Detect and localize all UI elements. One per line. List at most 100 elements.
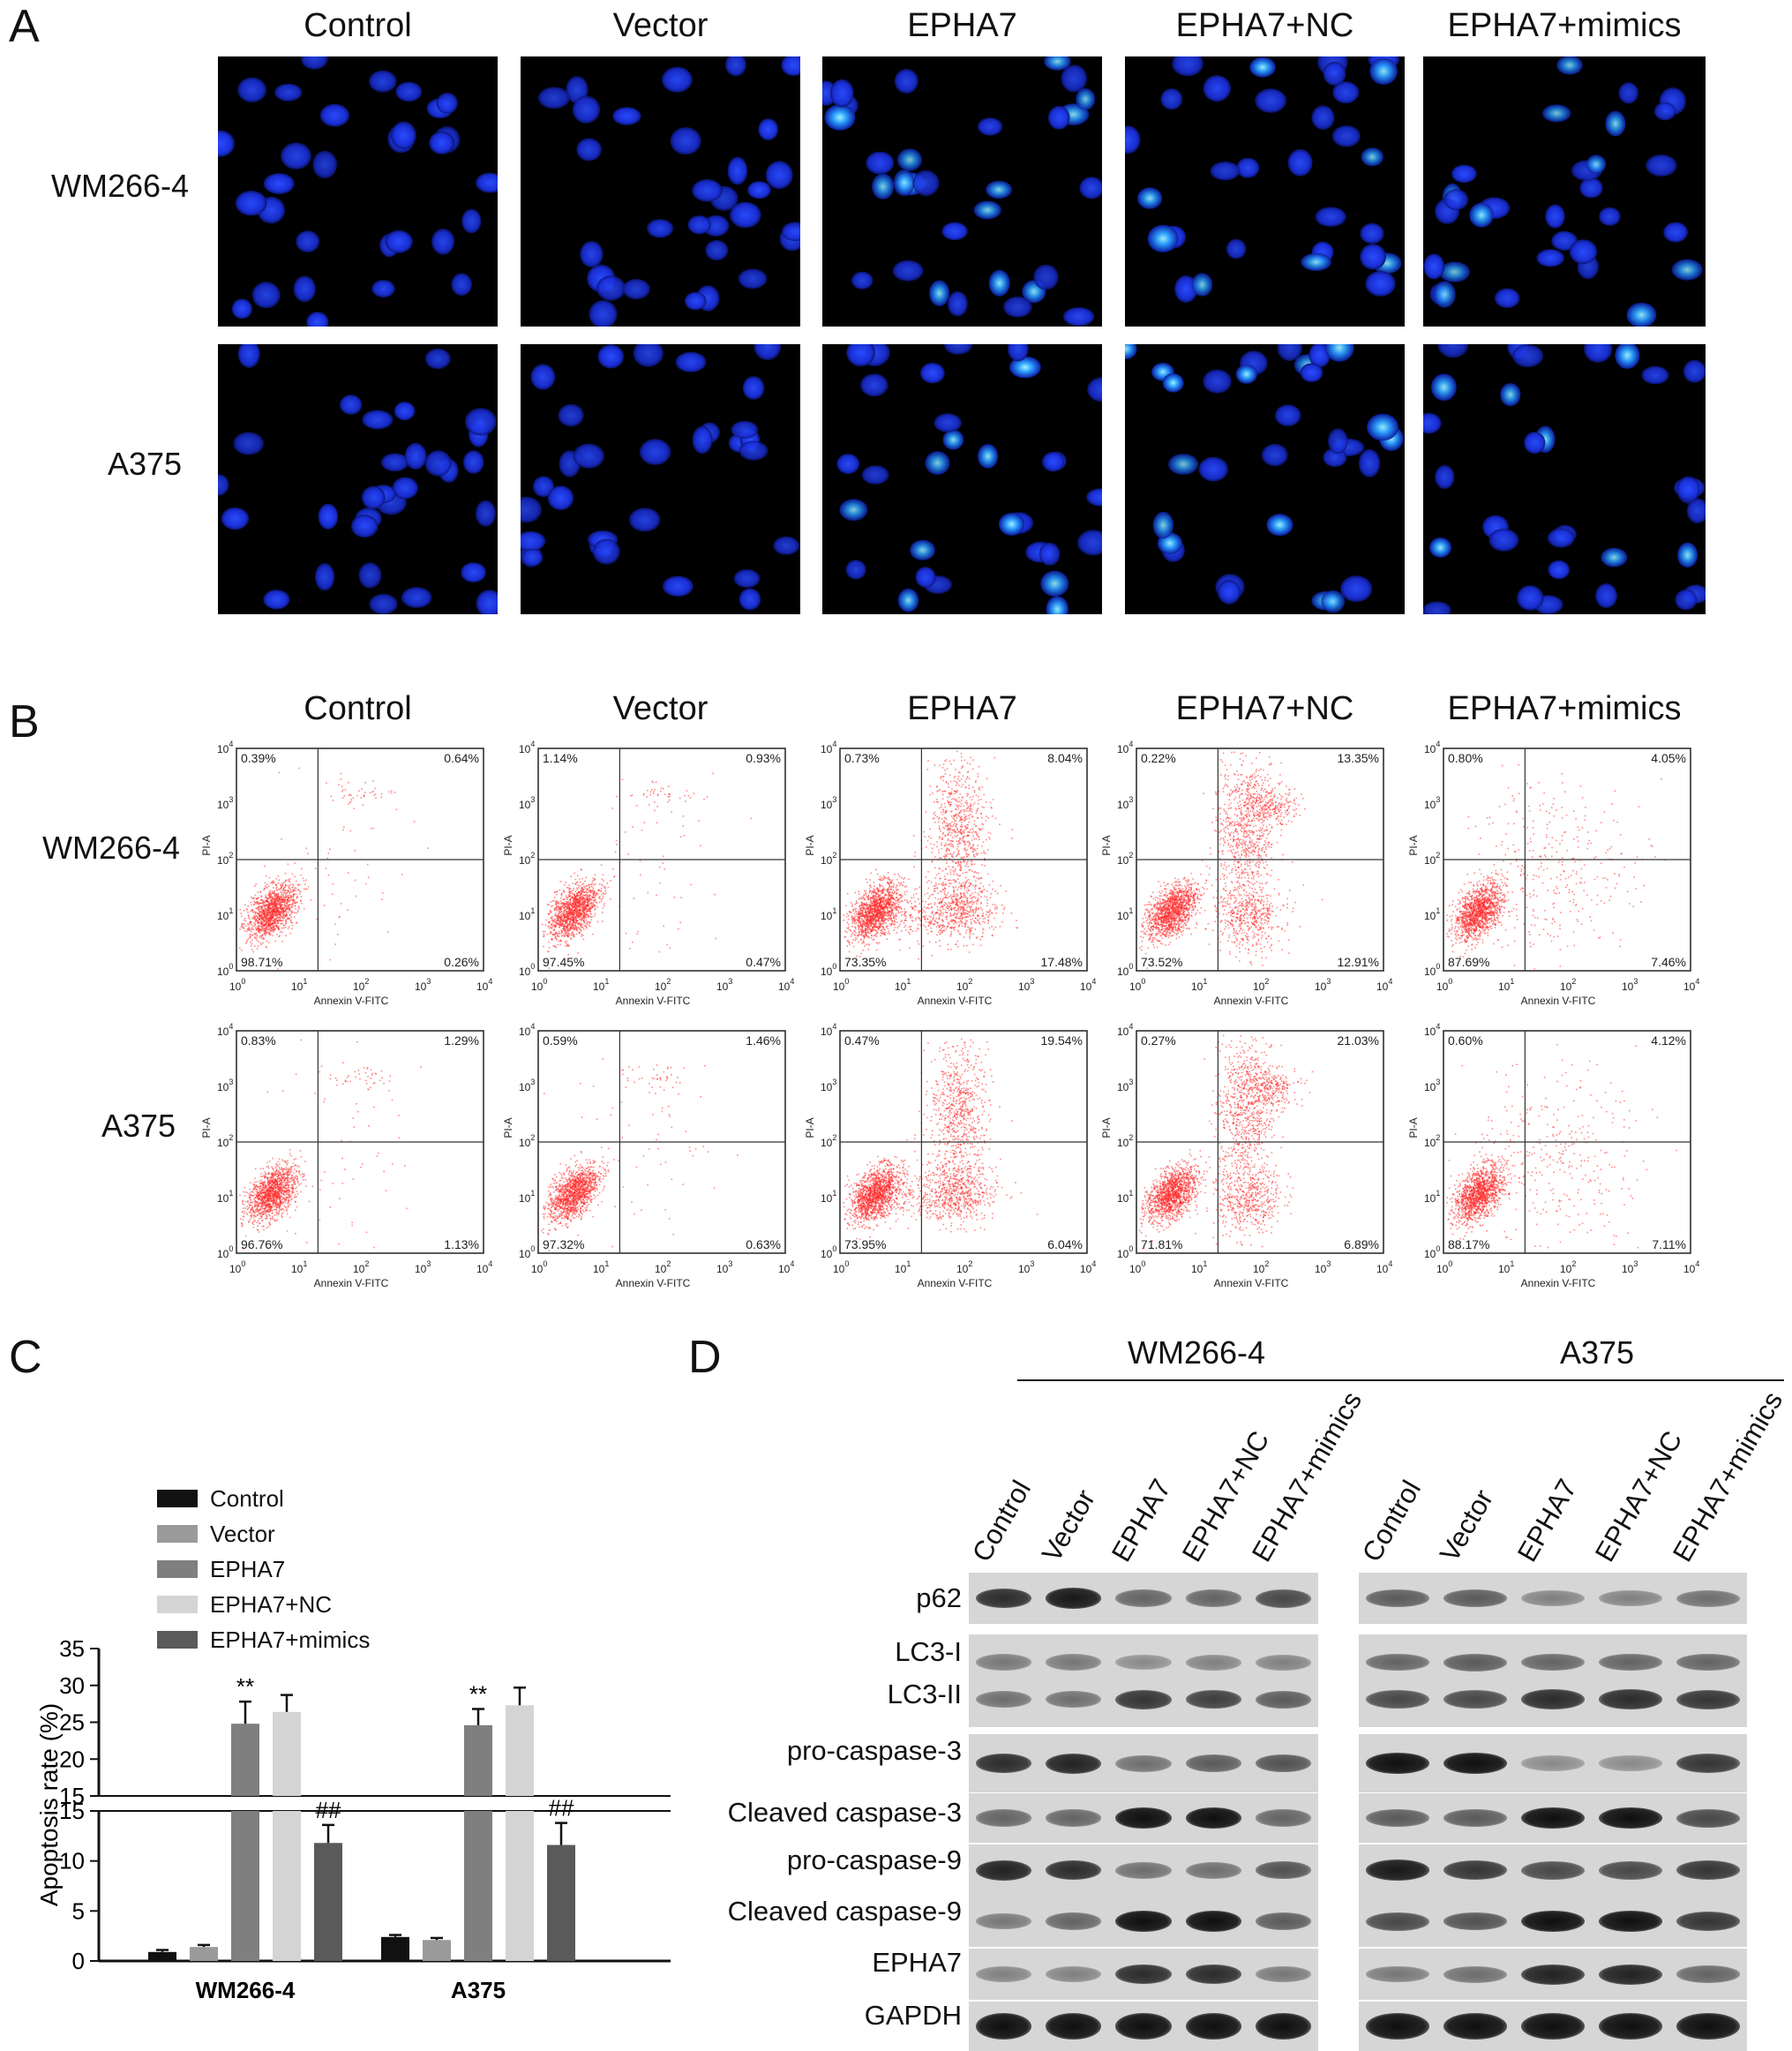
x-axis-label: Annexin V-FITC [314,1277,389,1289]
x-tick: 102 [1253,977,1269,993]
protein-band [1443,1753,1507,1774]
hoechst-image-a375-1 [521,344,800,614]
y-tick-label: 10 [59,1848,85,1874]
protein-band [1599,1653,1662,1672]
protein-band [1115,1964,1172,1985]
x-tick: 102 [655,977,671,993]
y-tick: 102 [1117,1133,1133,1149]
protein-band [1255,1690,1311,1709]
hoechst-image-a375-3 [1125,344,1405,614]
y-tick: 103 [1117,795,1133,811]
category-label: WM266-4 [196,1977,296,2003]
x-tick: 101 [593,977,609,993]
protein-band [1676,1689,1740,1709]
y-tick: 103 [519,795,535,811]
protein-band [1521,1689,1585,1709]
quadrant-upper-left: 0.80% [1448,751,1483,765]
protein-band [976,1966,1032,1982]
protein-band [1046,1654,1102,1671]
blot-strip [969,2002,1318,2051]
x-tick: 103 [415,977,431,993]
protein-band [1443,1965,1507,1983]
protein-band [1185,1964,1241,1985]
protein-band [1599,1590,1662,1606]
bar [381,1936,409,1961]
blot-strip [1359,1634,1747,1727]
protein-band [1366,1965,1429,1983]
protein-band [1046,1966,1102,1982]
y-tick: 101 [1424,906,1440,922]
x-tick: 101 [291,977,307,993]
bar-upper [506,1705,534,1796]
x-tick: 104 [778,1259,794,1275]
row-header-0: WM266-4 [51,168,189,205]
protein-band [1366,1653,1429,1672]
quadrant-lower-left: 73.52% [1141,955,1182,969]
x-tick: 103 [1622,977,1638,993]
protein-band [1676,2013,1740,2040]
significance-mark: ** [236,1673,254,1700]
y-tick: 104 [821,740,836,755]
panel-a-letter: A [9,0,40,53]
y-tick: 101 [519,1189,535,1205]
flow-row-header-0: WM266-4 [42,830,180,867]
protein-band [1676,1589,1740,1607]
protein-band [1443,1690,1507,1709]
protein-band [1599,1911,1662,1932]
bar [547,1844,575,1961]
quadrant-upper-left: 1.14% [543,751,578,765]
protein-band [1366,1912,1429,1931]
protein-band [1115,1754,1172,1772]
protein-band [1255,1860,1311,1880]
y-tick-label: 15 [59,1783,85,1809]
x-tick: 100 [833,977,849,993]
protein-band [1115,1654,1172,1671]
row-header-1: A375 [108,446,182,483]
y-tick: 103 [1117,1078,1133,1093]
protein-band [1185,1689,1241,1709]
protein-band [1366,1589,1429,1607]
protein-band [976,2013,1032,2040]
y-axis-title: Apoptosis rate (%) [35,1703,63,1906]
y-tick: 100 [821,962,836,978]
quadrant-upper-right: 8.04% [1047,751,1083,765]
y-tick: 101 [1117,906,1133,922]
protein-band [1046,1588,1102,1609]
blot-strip [969,1844,1318,1896]
quadrant-upper-left: 0.73% [844,751,880,765]
protein-band [1599,1755,1662,1771]
protein-band [1255,1965,1311,1983]
lane-label: EPHA7+mimics [1246,1386,1368,1567]
x-tick: 101 [291,1259,307,1275]
protein-band [976,1753,1032,1774]
protein-band [1046,1753,1102,1774]
hoechst-image-wm266-4-2 [822,56,1102,327]
y-axis-label: PI-A [502,835,514,855]
quadrant-upper-left: 0.27% [1141,1033,1176,1048]
quadrant-lower-left: 97.45% [543,955,584,969]
lane-label: Vector [1036,1484,1102,1567]
y-tick: 103 [217,795,233,811]
protein-band [1599,1689,1662,1709]
x-tick: 104 [476,977,492,993]
y-tick: 100 [1117,1244,1133,1260]
lane-label: Control [1356,1475,1428,1567]
blot-strip [1359,1573,1747,1624]
protein-band [1115,1807,1172,1829]
x-tick: 103 [1018,977,1034,993]
legend-label: EPHA7 [210,1556,285,1583]
y-tick-label: 30 [59,1672,85,1699]
y-axis-label: PI-A [502,1117,514,1138]
protein-band [976,1912,1032,1930]
x-tick: 100 [229,1259,245,1275]
quadrant-lower-right: 12.91% [1338,955,1379,969]
protein-band [1255,1754,1311,1773]
quadrant-upper-right: 4.12% [1651,1033,1686,1048]
hoechst-image-wm266-4-1 [521,56,800,327]
protein-band [1521,1860,1585,1880]
protein-band [1115,2013,1172,2040]
blot-strip [969,1896,1318,1947]
